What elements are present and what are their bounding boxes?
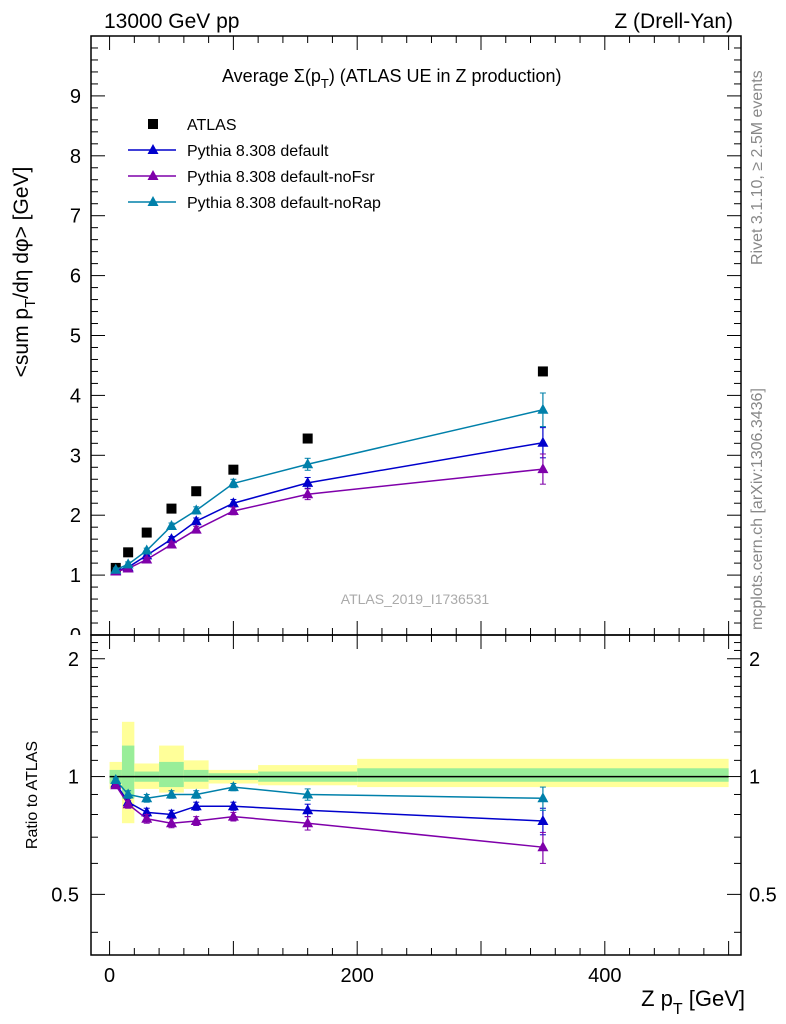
- legend-label: Pythia 8.308 default: [187, 143, 329, 160]
- ratio-data-point: [165, 817, 177, 828]
- series-line: [115, 441, 544, 572]
- ratio-y-tick-label-right: 1: [749, 767, 760, 789]
- ratio-y-tick-label-left: 0.5: [51, 884, 79, 906]
- ratio-data-point: [227, 781, 239, 792]
- header-right: Z (Drell-Yan): [614, 10, 733, 33]
- main-y-axis-label: <sum pT/dη dφ> [GeV]: [10, 167, 39, 378]
- data-point-triangle: [227, 497, 239, 508]
- main-plot: 1 2 3 4 5 6 7 8 9 0: [70, 35, 741, 647]
- mcplots-caption: mcplots.cern.ch [arXiv:1306.3436]: [749, 388, 766, 630]
- band-inner: [357, 768, 729, 782]
- y-tick-label: 8: [70, 146, 81, 168]
- ratio-y-tick-label-left: 1: [68, 767, 79, 789]
- ratio-y-tick-label-left: 2: [68, 649, 79, 671]
- y-tick-label: 9: [70, 86, 81, 108]
- ratio-data-point: [302, 817, 314, 828]
- ratio-data-point: [122, 788, 134, 799]
- x-tick-label: 0: [104, 965, 115, 987]
- data-point-triangle: [302, 476, 314, 487]
- x-axis-label: Z pT [GeV]: [641, 986, 745, 1018]
- data-point-atlas: [141, 527, 152, 538]
- y-tick-label: 5: [70, 326, 81, 348]
- ratio-data-point: [190, 788, 202, 799]
- legend-marker-triangle: [147, 144, 159, 154]
- ratio-data-point: [141, 792, 153, 803]
- data-point-triangle: [190, 515, 202, 526]
- ratio-data-point: [110, 779, 122, 790]
- ratio-data-point: [302, 804, 314, 815]
- data-point-triangle: [141, 544, 153, 555]
- ratio-y-axis-label: Ratio to ATLAS: [24, 741, 41, 849]
- ratio-data-point: [537, 841, 549, 852]
- data-point-triangle: [537, 403, 549, 414]
- ratio-plot-frame: [90, 634, 742, 956]
- legend-marker-square: [148, 119, 158, 129]
- data-point-triangle: [165, 519, 177, 530]
- data-point-triangle: [537, 463, 549, 474]
- y-tick-label: 4: [70, 385, 81, 407]
- series-line: [115, 409, 544, 571]
- legend-label: Pythia 8.308 default-noRap: [187, 195, 381, 212]
- data-point-triangle: [302, 488, 314, 499]
- ratio-data-point: [227, 810, 239, 821]
- y-tick-label: 0: [70, 625, 81, 647]
- ratio-data-point: [227, 800, 239, 811]
- data-point-triangle: [110, 563, 122, 574]
- legend-marker-triangle: [147, 170, 159, 180]
- data-point-triangle: [165, 538, 177, 549]
- main-plot-title: Average Σ(pT) (ATLAS UE in Z production): [222, 66, 562, 91]
- y-tick-label: 2: [70, 505, 81, 527]
- ratio-data-point: [190, 814, 202, 825]
- data-point-triangle: [537, 436, 549, 447]
- data-point-triangle: [122, 558, 134, 569]
- legend: ATLAS Pythia 8.308 default Pythia 8.308 de…: [128, 117, 381, 212]
- x-tick-label: 400: [588, 965, 621, 987]
- data-point-atlas: [537, 366, 548, 377]
- ratio-data-point: [302, 788, 314, 799]
- data-point-atlas: [302, 433, 313, 444]
- ratio-y-tick-label-right: 2: [749, 649, 760, 671]
- header-left: 13000 GeV pp: [104, 10, 239, 33]
- x-tick-label: 200: [341, 965, 374, 987]
- ratio-data-point: [110, 773, 122, 784]
- ratio-data-point: [122, 798, 134, 809]
- ratio-data-point: [141, 806, 153, 817]
- legend-label: ATLAS: [187, 117, 237, 134]
- legend-marker-triangle: [147, 196, 159, 206]
- data-point-atlas: [191, 486, 202, 497]
- rivet-caption: Rivet 3.1.10, ≥ 2.5M events: [749, 70, 766, 265]
- ratio-plot: 0.5 0.5 1 1 2 2 0 200 400: [51, 635, 777, 987]
- ratio-data-point: [141, 812, 153, 823]
- data-point-triangle: [227, 505, 239, 516]
- y-tick-label: 3: [70, 445, 81, 467]
- data-point-triangle: [141, 553, 153, 564]
- analysis-watermark: ATLAS_2019_I1736531: [341, 591, 490, 607]
- data-point-triangle: [227, 477, 239, 488]
- data-point-atlas: [228, 464, 239, 475]
- ratio-data-point: [537, 792, 549, 803]
- y-tick-label: 1: [70, 565, 81, 587]
- band-inner: [159, 761, 184, 788]
- data-point-atlas: [123, 547, 134, 558]
- y-tick-label: 6: [70, 266, 81, 288]
- data-point-triangle: [165, 533, 177, 544]
- data-point-triangle: [190, 504, 202, 515]
- band-inner: [121, 745, 135, 799]
- data-point-atlas: [166, 503, 177, 514]
- ratio-data-point: [537, 814, 549, 825]
- data-point-triangle: [302, 458, 314, 469]
- ratio-data-point: [165, 788, 177, 799]
- y-tick-label: 7: [70, 206, 81, 228]
- ratio-data-point: [190, 800, 202, 811]
- ratio-y-tick-label-right: 0.5: [749, 884, 777, 906]
- legend-label: Pythia 8.308 default-noFsr: [187, 169, 375, 186]
- ratio-data-point: [165, 808, 177, 819]
- data-point-triangle: [190, 523, 202, 534]
